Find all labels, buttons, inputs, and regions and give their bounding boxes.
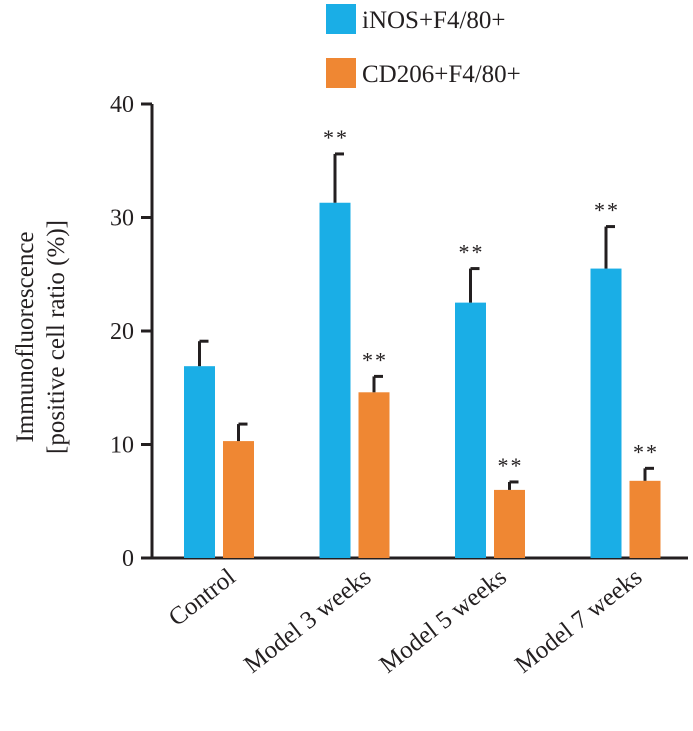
x-tick-label: Model 5 weeks [375, 563, 512, 678]
y-axis-title-line-2: [positive cell ratio (%)] [43, 220, 70, 454]
bar [319, 202, 351, 558]
legend-label-inos: iNOS+F4/80+ [362, 7, 506, 34]
y-tick-label: 30 [110, 206, 134, 232]
y-tick-label: 10 [110, 433, 134, 459]
x-tick-label: Model 3 weeks [239, 563, 376, 678]
significance-mark: ** [362, 347, 388, 372]
legend-swatch-cd206 [326, 58, 356, 88]
bar [629, 480, 661, 558]
legend-label-cd206: CD206+F4/80+ [362, 61, 521, 88]
y-tick-label: 0 [122, 546, 134, 572]
bar [358, 392, 390, 558]
legend: iNOS+F4/80+ CD206+F4/80+ [326, 4, 521, 88]
y-ticks: 0 10 20 30 40 [110, 92, 152, 572]
bar [494, 489, 525, 558]
significance-mark: ** [633, 439, 659, 464]
x-tick-label: Control [164, 563, 241, 631]
significance-mark: ** [323, 125, 349, 150]
significance-mark: ** [594, 198, 620, 223]
legend-swatch-inos [326, 4, 356, 34]
y-tick-label: 20 [110, 319, 134, 345]
significance-mark: ** [498, 453, 524, 478]
bars: ** ** ** ** ** ** [184, 125, 661, 558]
bar [223, 441, 254, 558]
x-tick-label: Model 7 weeks [510, 563, 647, 678]
y-axis-title: Immunofluorescence [positive cell ratio … [12, 220, 70, 454]
bar [455, 302, 486, 558]
y-tick-label: 40 [110, 92, 134, 118]
significance-mark: ** [459, 240, 485, 265]
y-axis-title-line-1: Immunofluorescence [12, 231, 39, 442]
bar [590, 268, 622, 558]
bar [184, 366, 215, 558]
